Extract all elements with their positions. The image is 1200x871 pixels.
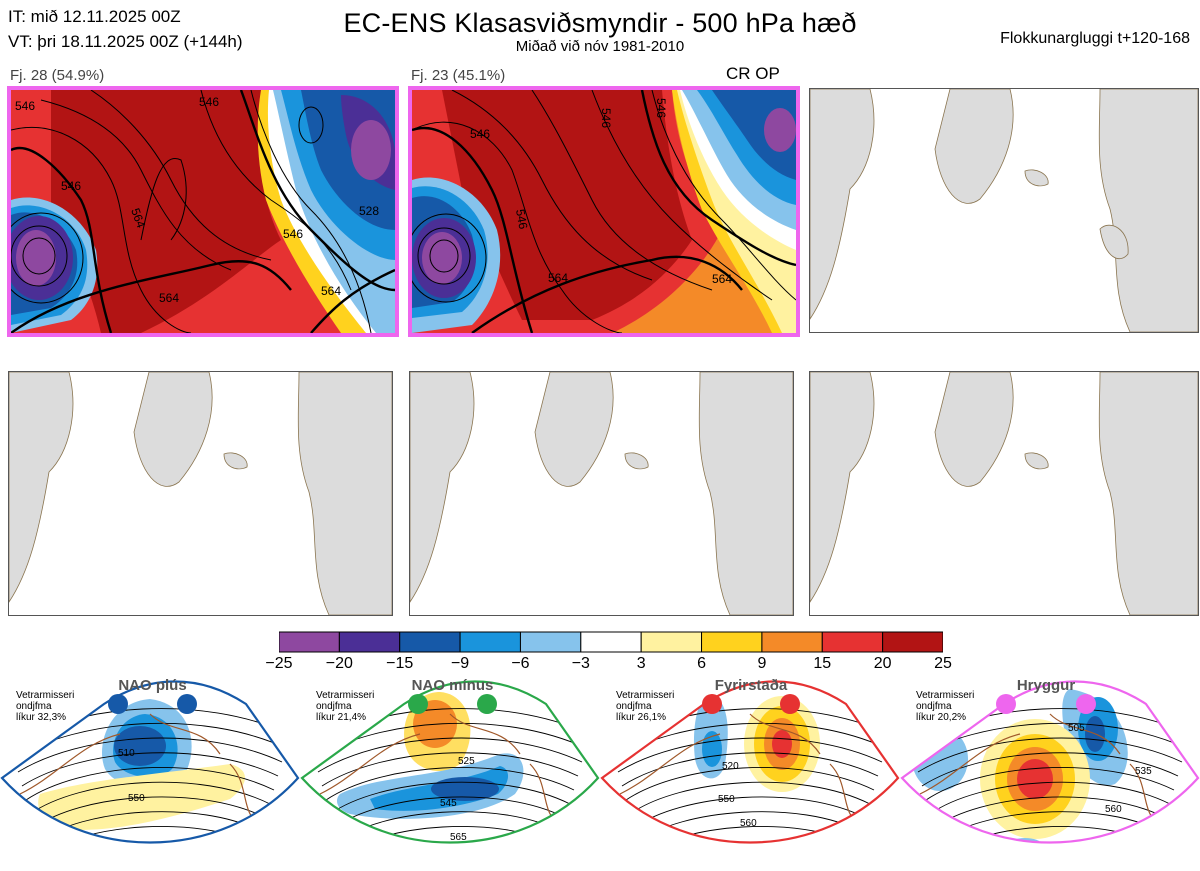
c2-label-0: 546: [470, 127, 490, 141]
regime-0-season: Vetrarmisseri: [16, 690, 75, 701]
colorbar-tick-2: −15: [386, 655, 414, 672]
regime-1-probability: líkur 21,4%: [316, 712, 367, 723]
colorbar-tick-10: 20: [873, 655, 892, 672]
c1-label-7: 564: [128, 206, 148, 230]
regime-panel-1: 525 545 565 Vetrarmisseri ondjfma líkur 21…: [300, 674, 600, 871]
regime-3-name: Hryggur: [1016, 677, 1076, 694]
colorbar-swatch-4: [519, 631, 582, 653]
empty-map-5: [409, 371, 794, 616]
regime-1-marker-right: [477, 694, 497, 714]
page-title: EC-ENS Klasasviðsmyndir - 500 hPa hæð: [343, 8, 857, 38]
colorbar-swatch-1: [338, 631, 401, 653]
empty-map-4: [8, 371, 393, 616]
colorbar-swatch-0: [279, 631, 340, 653]
initial-time: IT: mið 12.11.2025 00Z: [8, 7, 181, 26]
regime-2-name: Fyrirstaða: [714, 677, 788, 694]
regime-0-contour-label-0: 510: [118, 748, 135, 759]
colorbar-tick-11: 25: [934, 655, 952, 672]
colorbar-tick-1: −20: [325, 655, 353, 672]
cluster-1-map: 546 546 546 564 546 528 564 564: [7, 86, 399, 337]
colorbar-tick-6: 3: [636, 655, 646, 672]
c1-label-5: 528: [359, 204, 379, 218]
regime-3-probability: líkur 20,2%: [916, 712, 967, 723]
colorbar-swatch-7: [701, 631, 763, 653]
c1-label-3: 564: [159, 291, 179, 305]
regime-1-contour-label-2: 565: [450, 832, 467, 843]
colorbar-tick-9: 15: [813, 655, 832, 672]
cluster-2-map: 546 546 546 546 564 564: [408, 86, 800, 337]
c2-label-1: 546: [599, 108, 613, 128]
regime-3-season: Vetrarmisseri: [916, 690, 975, 701]
cluster-2-tag: CR OP: [726, 64, 780, 83]
regime-0-marker-right: [177, 694, 197, 714]
regime-panel-3: 505 535 560 Vetrarmisseri ondjfma líkur 20…: [900, 674, 1200, 871]
regime-3-contour-label-0: 505: [1068, 723, 1085, 734]
regime-2-marker-left: [702, 694, 722, 714]
colorbar-tick-8: 9: [757, 655, 767, 672]
c1-label-2: 546: [61, 179, 81, 193]
regime-2-marker-right: [780, 694, 800, 714]
colorbar-swatch-5: [580, 631, 642, 653]
regime-3-contour-label-2: 560: [1105, 804, 1122, 815]
regime-2-contour-label-2: 560: [740, 818, 757, 829]
regime-3-months: ondjfma: [916, 701, 952, 712]
regime-panel-2: 520 550 560 Vetrarmisseri ondjfma líkur 26…: [600, 674, 900, 871]
page-subtitle: Miðað við nóv 1981-2010: [515, 38, 685, 55]
colorbar-tick-0: −25: [265, 655, 293, 672]
colorbar-tick-7: 6: [697, 655, 706, 672]
empty-map-6: [809, 371, 1199, 616]
colorbar-tick-4: −6: [511, 655, 530, 672]
regime-1-months: ondjfma: [316, 701, 352, 712]
regime-0-probability: líkur 32,3%: [16, 712, 67, 723]
regime-1-season: Vetrarmisseri: [316, 690, 375, 701]
colorbar-tick-5: −3: [571, 655, 590, 672]
regime-3-marker-left: [996, 694, 1016, 714]
regime-3-contour-label-1: 535: [1135, 766, 1152, 777]
colorbar-swatch-10: [882, 631, 943, 653]
colorbar-swatch-2: [399, 631, 461, 653]
c2-label-3: 546: [513, 208, 530, 230]
valid-time: VT: þri 18.11.2025 00Z (+144h): [8, 32, 243, 51]
c1-label-4: 546: [283, 227, 303, 241]
cluster-2-label: Fj. 23 (45.1%): [411, 67, 506, 84]
colorbar-swatch-9: [821, 631, 884, 653]
c2-label-4: 564: [548, 271, 568, 285]
regime-1-marker-left: [408, 694, 428, 714]
header-times: IT: mið 12.11.2025 00Z VT: þri 18.11.202…: [8, 4, 243, 54]
c2-label-2: 546: [654, 98, 668, 118]
regime-2-season: Vetrarmisseri: [616, 690, 675, 701]
regime-2-contour-label-1: 550: [718, 794, 735, 805]
regime-0-info: Vetrarmisseri ondjfma líkur 32,3%: [16, 690, 74, 723]
regime-0-marker-left: [108, 694, 128, 714]
colorbar-swatch-3: [459, 631, 521, 653]
colorbar: [279, 631, 943, 653]
regime-0-name: NAO plús: [118, 677, 187, 694]
c2-label-5: 564: [712, 272, 732, 286]
c1-label-1: 546: [199, 95, 219, 109]
regime-1-name: NAO mínus: [411, 677, 494, 694]
regime-3-info: Vetrarmisseri ondjfma líkur 20,2%: [916, 690, 974, 723]
colorbar-tick-3: −9: [450, 655, 470, 672]
classification-window: Flokkunargluggi t+120-168: [1000, 30, 1190, 47]
c1-label-0: 546: [15, 99, 35, 113]
regime-1-info: Vetrarmisseri ondjfma líkur 21,4%: [316, 690, 374, 723]
regime-1-contour-label-1: 545: [440, 798, 457, 809]
regime-2-info: Vetrarmisseri ondjfma líkur 26,1%: [616, 690, 674, 723]
regime-2-months: ondjfma: [616, 701, 652, 712]
regime-0-months: ondjfma: [16, 701, 52, 712]
colorbar-swatch-8: [761, 631, 823, 653]
colorbar-swatch-6: [640, 631, 703, 653]
c1-label-6: 564: [321, 284, 341, 298]
regime-panel-0: 510 550 Vetrarmisseri ondjfma líkur 32,3%…: [0, 674, 300, 871]
regime-3-marker-right: [1076, 694, 1096, 714]
regime-1-contour-label-0: 525: [458, 756, 475, 767]
regime-2-probability: líkur 26,1%: [616, 712, 667, 723]
regime-2-contour-label-0: 520: [722, 761, 739, 772]
regime-0-contour-label-1: 550: [128, 793, 145, 804]
cluster-1-label: Fj. 28 (54.9%): [10, 67, 105, 84]
empty-map-3: [809, 88, 1199, 333]
